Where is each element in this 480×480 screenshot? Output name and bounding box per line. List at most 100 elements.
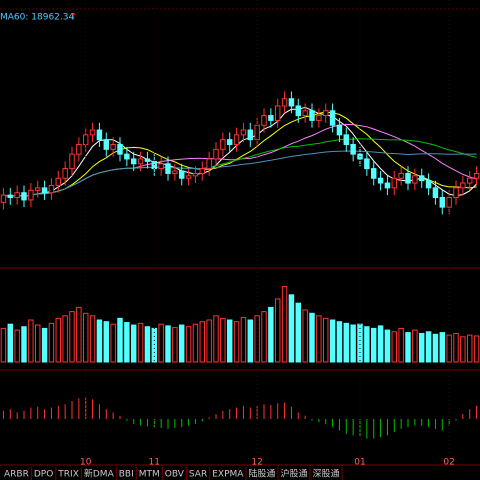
volume-bar (130, 324, 137, 363)
candle-body (21, 192, 27, 201)
ma-line (3, 150, 477, 197)
indicator-tab[interactable]: 陆股通 (248, 468, 275, 480)
indicator-tab[interactable]: TRIX (57, 470, 79, 480)
candle-body (281, 98, 288, 107)
candle-body (69, 153, 75, 170)
x-tick-label: 12 (251, 458, 262, 468)
volume-bar (384, 329, 391, 363)
volume-bar (418, 332, 425, 363)
candle-body (226, 139, 233, 145)
volume-bar (302, 309, 308, 363)
x-tick-label: 11 (149, 458, 160, 468)
candle-body (213, 148, 219, 160)
candle-body (76, 144, 82, 155)
ma60-arrow: ↑ (70, 13, 78, 23)
volume-bar (439, 332, 446, 363)
volume-bar (124, 322, 130, 363)
indicator-tab[interactable]: MTM (139, 470, 160, 480)
volume-bar (213, 315, 219, 363)
candle-body (316, 115, 322, 121)
volume-bar (412, 329, 418, 363)
candle-body (418, 175, 425, 182)
candle-body (295, 105, 302, 117)
candle-body (350, 144, 356, 155)
candle-body (89, 129, 96, 136)
candle-body (206, 158, 212, 170)
candle-body (185, 175, 192, 179)
volume-bar (274, 298, 281, 363)
x-tick-label: 01 (354, 458, 365, 468)
volume-bar (41, 327, 48, 363)
ma60-label: MA60: 18962.34 (0, 13, 74, 23)
indicator-tab[interactable]: 新DMA (84, 468, 115, 480)
volume-bar (62, 315, 68, 363)
candle-body (384, 182, 391, 189)
candle-body (405, 172, 411, 184)
candle-body (110, 144, 116, 150)
candle-body (124, 153, 130, 160)
candle-body (261, 115, 267, 126)
volume-bar (233, 321, 240, 363)
candle-body (144, 158, 151, 162)
volume-bar (34, 324, 41, 363)
candle-body (466, 177, 473, 184)
indicator-tab[interactable]: EXPMA (212, 470, 244, 480)
volume-bar (425, 331, 432, 363)
volume-bar (453, 332, 459, 363)
volume-bar (398, 327, 404, 363)
candle-body (130, 158, 137, 165)
volume-bar (329, 319, 336, 363)
volume-bar (370, 327, 377, 363)
volume-bar (254, 315, 260, 363)
volume-bar (82, 312, 89, 363)
volume-bar (0, 327, 7, 363)
candle-body (240, 129, 247, 136)
candle-body (34, 187, 41, 191)
candle-body (178, 170, 185, 179)
volume-bar (288, 294, 295, 363)
candle-body (309, 110, 315, 121)
volume-bar (178, 324, 185, 363)
candle-body (55, 177, 62, 186)
candle-body (137, 158, 144, 165)
indicator-tab[interactable]: BBI (119, 470, 134, 480)
volume-bar (55, 317, 62, 363)
candle-body (364, 158, 370, 170)
volume-bar (322, 317, 329, 363)
volume-bar (226, 319, 233, 363)
volume-bar (295, 302, 302, 363)
volume-bar (117, 317, 123, 363)
candle-body (247, 129, 254, 141)
candle-body (199, 168, 206, 174)
candle-body (28, 189, 34, 201)
volume-bar (158, 323, 164, 363)
candle-body (370, 168, 377, 179)
volume-bar (110, 323, 116, 363)
candle-body (48, 184, 55, 194)
volume-bar (89, 315, 96, 363)
indicator-tab[interactable]: 沪股通 (280, 468, 307, 480)
ma-line (3, 111, 477, 197)
indicator-tab[interactable]: OBV (165, 470, 185, 480)
volume-bar (103, 321, 110, 363)
candle-body (172, 170, 178, 174)
candle-body (7, 194, 14, 199)
volume-bar (247, 319, 254, 363)
indicator-tab[interactable]: 深股通 (312, 469, 339, 480)
volume-bar (28, 319, 34, 363)
indicator-tab[interactable]: DPO (34, 470, 53, 480)
volume-bar (76, 306, 82, 363)
candle-body (103, 139, 110, 150)
indicator-tab[interactable]: ARBR (4, 470, 29, 480)
volume-bar (432, 333, 439, 363)
volume-bar (137, 322, 144, 363)
volume-bar (473, 335, 480, 363)
volume-bar (336, 321, 343, 363)
candle-body (460, 182, 466, 189)
volume-bar (391, 331, 398, 363)
indicator-tab[interactable]: SAR (189, 470, 207, 480)
candle-body (398, 172, 404, 179)
volume-bar (350, 324, 356, 363)
candle-body (41, 187, 48, 194)
